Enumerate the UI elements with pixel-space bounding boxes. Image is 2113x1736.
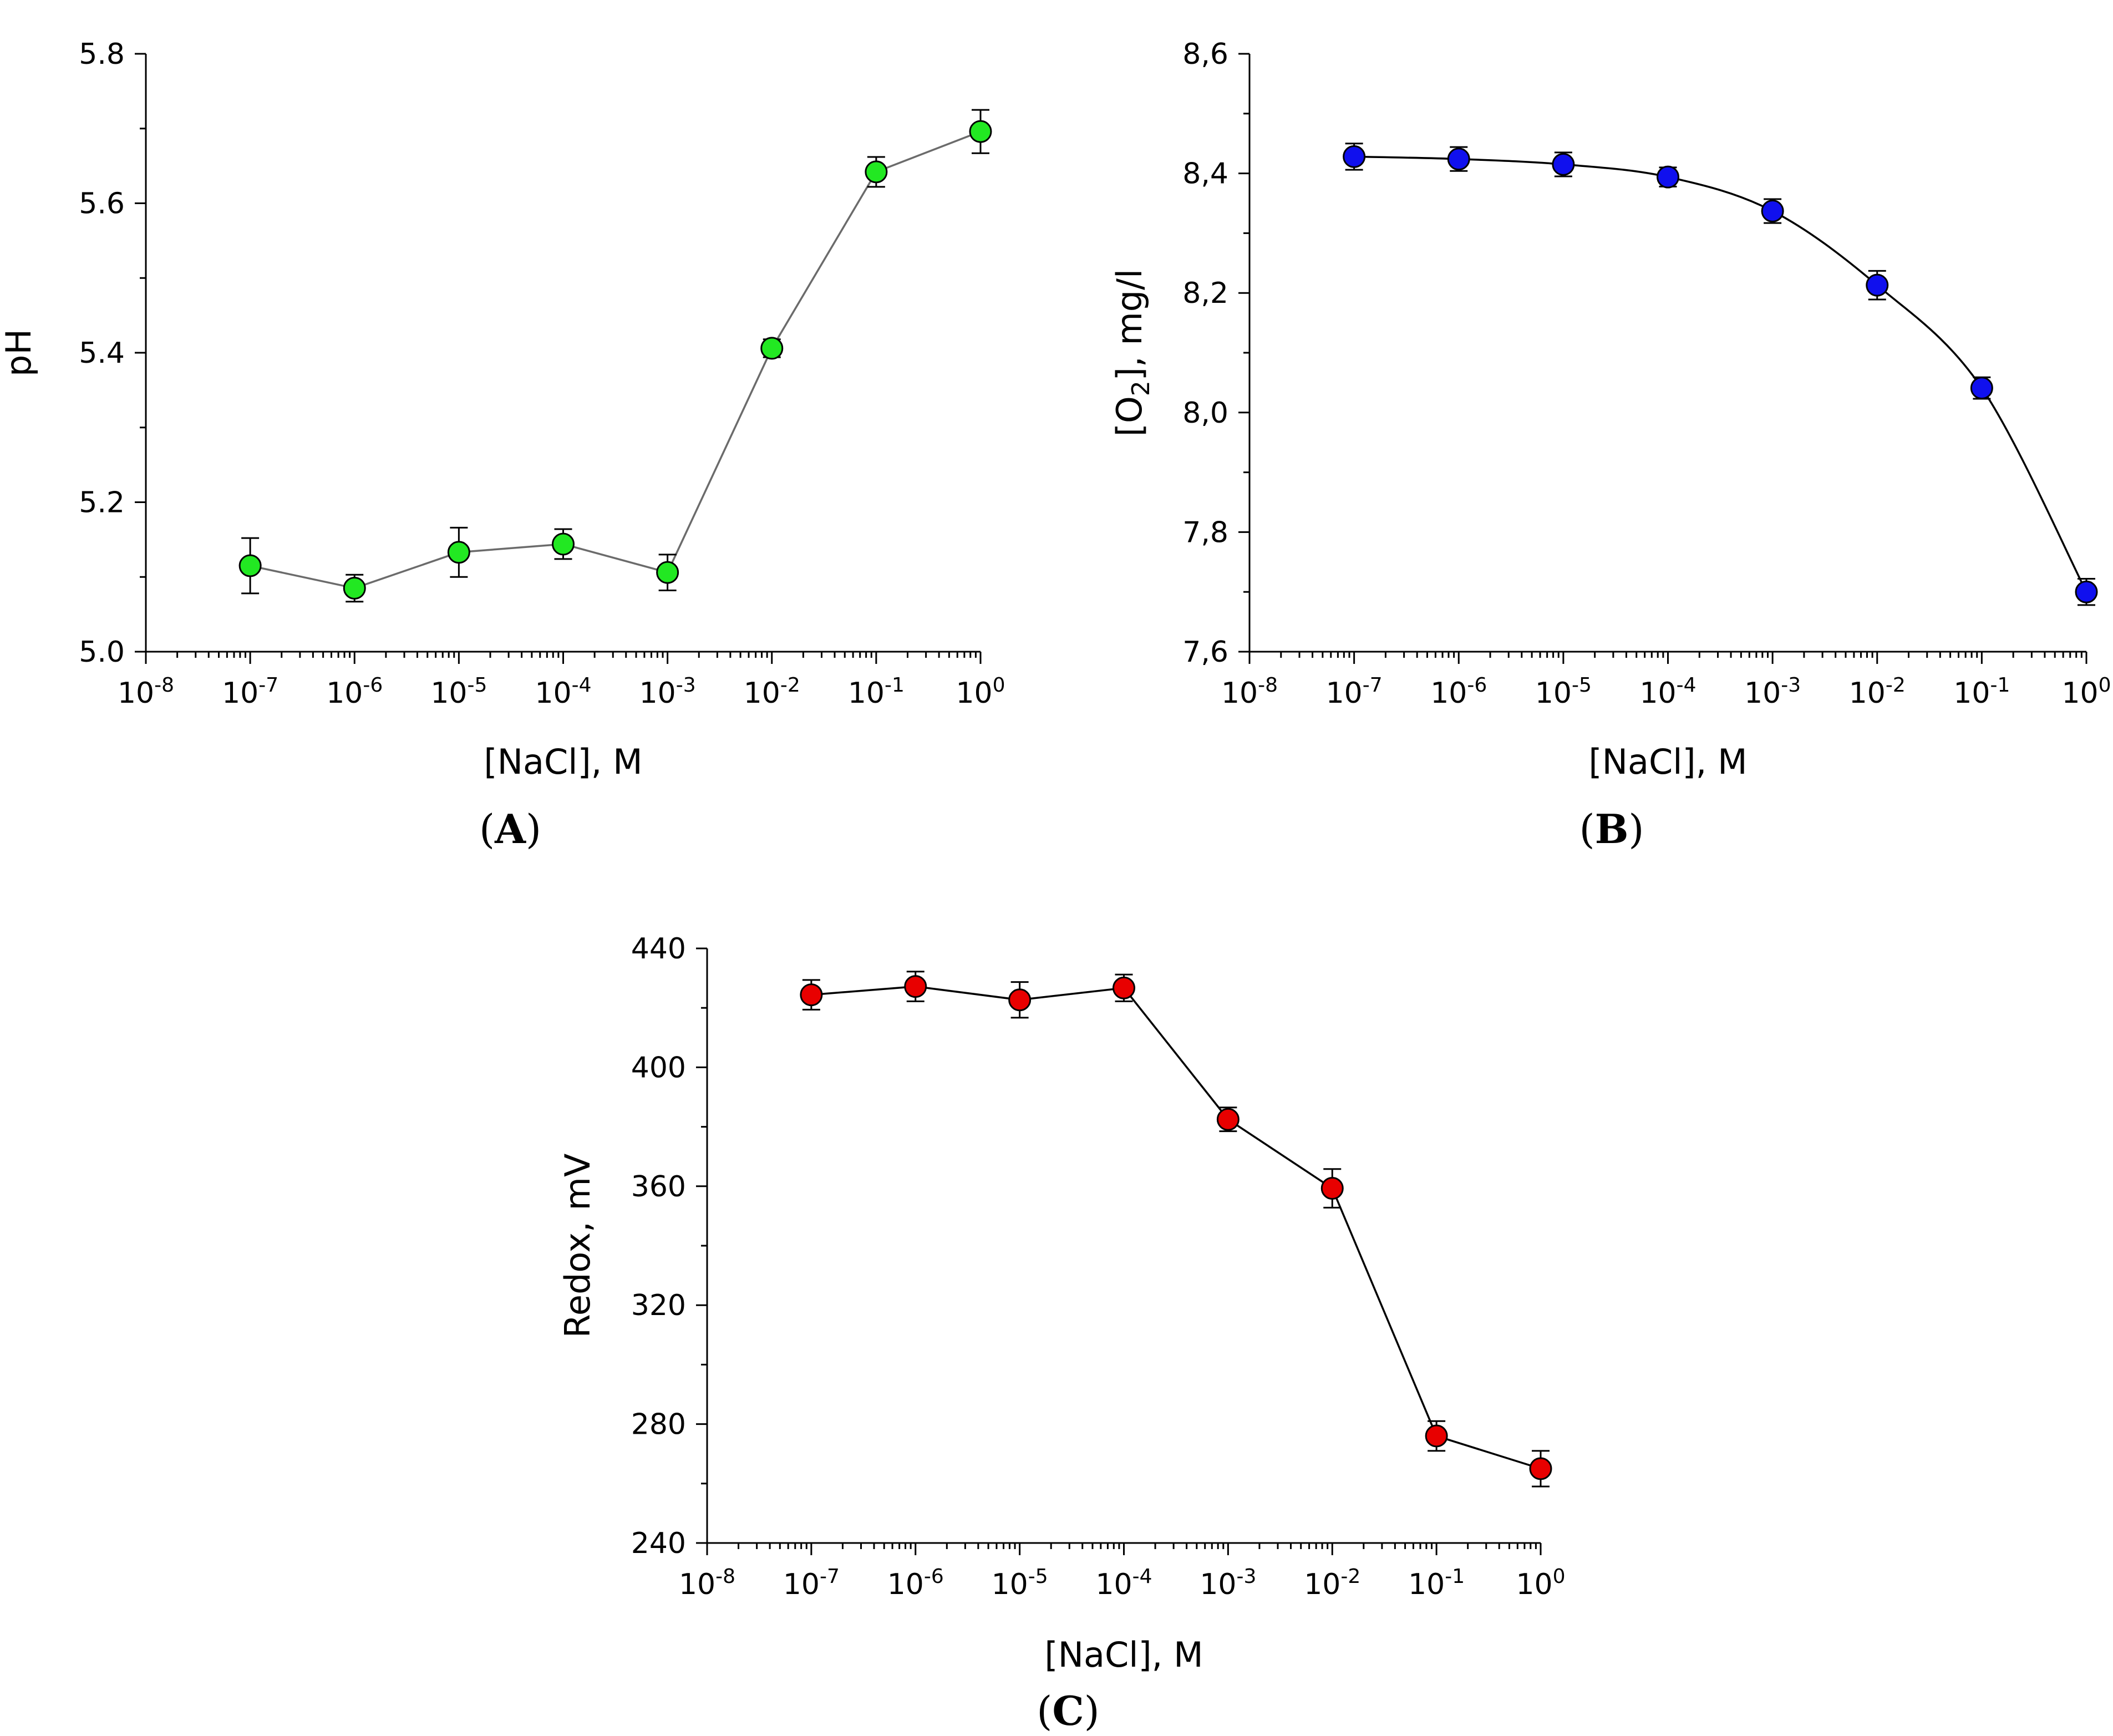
y-axis-label: Redox, mV [557, 1154, 598, 1338]
y-tick-label: 8,4 [1182, 158, 1228, 191]
x-tick-label: 100 [2061, 674, 2111, 710]
x-axis-label: [NaCl], M [1588, 742, 1747, 782]
x-tick-label: 10-2 [1849, 674, 1906, 710]
y-tick-label: 440 [631, 932, 686, 966]
chart-panel-a: 5.0 5.2 5.4 5.6 5.8 10-8 10-7 10-6 10-5 10-4 10-3 1… [0, 38, 1005, 852]
data-point [1447, 148, 1470, 171]
chart-panel-c: 240 280 320 360 400 440 10-8 10-7 10-6 10-5 10-4 10… [557, 932, 1566, 1734]
y-tick-label: 5.4 [79, 337, 125, 370]
y-tick-label: 8,2 [1182, 277, 1228, 310]
x-tick-label: 10-1 [848, 674, 905, 710]
x-tick-label: 10-7 [783, 1565, 840, 1601]
data-point [1761, 200, 1784, 223]
panel-label: (A) [479, 805, 541, 852]
x-tick-label: 10-3 [1744, 674, 1801, 710]
x-tick-label: 10-5 [430, 674, 487, 710]
x-tick-label: 10-4 [1639, 674, 1696, 710]
x-tick-label: 10-4 [1095, 1565, 1152, 1601]
x-tick-label: 10-7 [222, 674, 278, 710]
y-axis-label: [O2], mg/l [1109, 269, 1155, 436]
panel-label: (C) [1037, 1687, 1100, 1734]
data-point [1320, 1177, 1344, 1200]
data-point [552, 532, 575, 556]
x-tick-label: 10-6 [1430, 674, 1487, 710]
y-tick-label: 280 [631, 1408, 686, 1441]
data-point [865, 160, 888, 184]
data-point [1216, 1108, 1240, 1131]
x-tick-label: 100 [956, 674, 1005, 710]
y-tick-label: 5.6 [79, 187, 125, 221]
x-tick-label: 10-2 [1304, 1565, 1360, 1601]
data-point [1657, 165, 1679, 189]
data-point [1425, 1424, 1448, 1448]
data-point [800, 983, 823, 1007]
x-tick-label: 100 [1516, 1565, 1565, 1601]
y-tick-label: 240 [631, 1527, 686, 1560]
x-tick-label: 10-5 [992, 1565, 1048, 1601]
data-point [904, 975, 927, 998]
x-axis-label: [NaCl], M [1044, 1635, 1203, 1675]
y-tick-label: 7,8 [1182, 516, 1228, 549]
series-line [250, 130, 981, 590]
chart-panel-b: 7,6 7,8 8,0 8,2 8,4 8,6 10-8 10-7 10-6 10-5 10-4 10… [1109, 38, 2111, 852]
data-point [760, 337, 784, 360]
x-tick-label: 10-3 [639, 674, 696, 710]
data-point [1113, 976, 1135, 999]
x-tick-label: 10-7 [1326, 674, 1383, 710]
data-point [1866, 273, 1889, 297]
y-tick-label: 7,6 [1182, 636, 1228, 669]
data-point [1008, 988, 1032, 1012]
data-point [656, 561, 679, 584]
data-point [1970, 377, 1993, 400]
data-point [1343, 145, 1366, 168]
x-tick-label: 10-6 [326, 674, 383, 710]
data-point [1529, 1457, 1552, 1480]
y-tick-label: 5.0 [79, 636, 125, 669]
x-tick-label: 10-6 [887, 1565, 944, 1601]
x-tick-label: 10-3 [1200, 1565, 1256, 1601]
data-point [969, 120, 992, 143]
y-tick-label: 360 [631, 1170, 686, 1204]
y-tick-label: 8,0 [1182, 397, 1228, 430]
x-tick-label: 10-1 [1408, 1565, 1465, 1601]
data-point [447, 541, 470, 564]
panel-label: (B) [1579, 805, 1644, 852]
x-tick-label: 10-8 [679, 1565, 735, 1601]
series-line [811, 985, 1541, 1470]
x-axis-label: [NaCl], M [484, 742, 642, 782]
y-tick-label: 5.8 [79, 38, 125, 71]
data-point [2075, 580, 2098, 603]
x-tick-label: 10-8 [118, 674, 174, 710]
y-tick-label: 400 [631, 1051, 686, 1084]
x-tick-label: 10-2 [744, 674, 800, 710]
series-line [1354, 155, 2087, 592]
x-tick-label: 10-1 [1953, 674, 2010, 710]
x-tick-label: 10-5 [1535, 674, 1592, 710]
y-axis-label: pH [0, 329, 39, 377]
data-point [1552, 153, 1575, 176]
data-point [343, 576, 366, 600]
y-tick-label: 8,6 [1182, 38, 1228, 71]
y-tick-label: 5.2 [79, 486, 125, 520]
y-tick-label: 320 [631, 1289, 686, 1322]
x-tick-label: 10-8 [1221, 674, 1278, 710]
data-point [238, 554, 262, 577]
x-tick-label: 10-4 [535, 674, 591, 710]
